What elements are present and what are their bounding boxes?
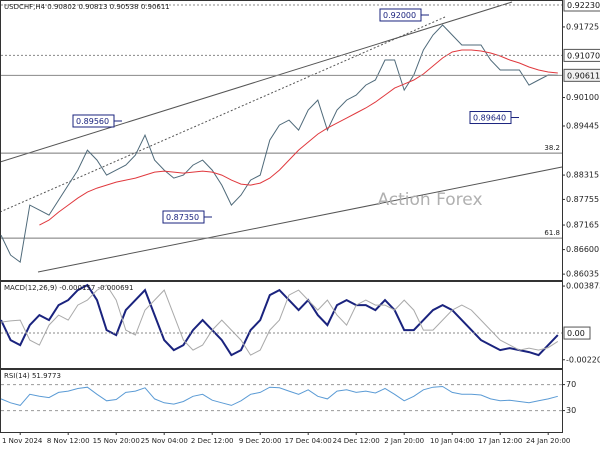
y-tick-label: 0.86035	[566, 270, 599, 279]
label-box	[563, 48, 600, 62]
series-line	[0, 283, 559, 357]
y-tick-label: 0.87165	[566, 221, 599, 230]
panel-title: USDCHF,H4 0.90802 0.90813 0.90538 0.9061…	[4, 3, 170, 11]
y-tick-label: 0.91725	[566, 22, 599, 31]
y-tick-label: 0.003873	[566, 282, 600, 291]
label-text: 0.92230	[567, 1, 600, 10]
y-tick-label: 0.90100	[566, 93, 599, 102]
fib-label: 38.2	[544, 144, 560, 152]
x-tick-label: 24 Dec 12:00	[333, 437, 380, 445]
panel-border	[0, 281, 563, 369]
panel-title: MACD(12,26,9) -0.000157 -0.000691	[4, 284, 133, 292]
y-tick-label: 0.86600	[566, 245, 599, 254]
x-tick-label: 15 Nov 20:00	[93, 437, 140, 445]
x-tick-label: 2 Jan 20:00	[384, 437, 424, 445]
lower-channel	[37, 166, 563, 273]
label-box	[379, 8, 422, 22]
label-box	[469, 111, 512, 125]
series-line	[39, 49, 558, 226]
y-tick-label: -0.002201	[566, 355, 600, 364]
label-text: 0.91070	[567, 51, 600, 60]
panel-border	[0, 369, 563, 433]
x-tick-label: 1 Nov 2024	[2, 437, 43, 445]
panel-border	[0, 0, 563, 281]
label-box	[563, 0, 600, 12]
fib-label: 61.8	[544, 229, 560, 237]
x-tick-label: 17 Jan 12:00	[478, 437, 522, 445]
label-box	[72, 114, 115, 128]
y-tick-label: 0.88315	[566, 171, 599, 180]
mid-channel	[0, 16, 446, 213]
y-tick-label: 70	[566, 380, 576, 389]
y-tick-label: 30	[566, 406, 576, 415]
panel-title: RSI(14) 51.9773	[4, 372, 61, 380]
x-tick-label: 10 Jan 04:00	[430, 437, 474, 445]
series-line	[0, 385, 558, 406]
y-tick-label: 0.89445	[566, 121, 599, 130]
x-tick-label: 24 Jan 20:00	[526, 437, 570, 445]
x-tick-label: 2 Dec 12:00	[191, 437, 234, 445]
label-box	[563, 68, 600, 82]
label-box	[162, 210, 205, 224]
y-tick-label: 0.87755	[566, 195, 599, 204]
upper-channel	[0, 1, 513, 163]
watermark: Action Forex	[377, 190, 482, 210]
label-text: 0.92000	[383, 11, 416, 20]
x-tick-label: 8 Nov 12:00	[47, 437, 90, 445]
label-box	[563, 326, 591, 340]
label-text: 0.90611	[567, 71, 600, 80]
label-text: 0.89560	[76, 117, 109, 126]
label-text: 0.89640	[473, 114, 506, 123]
channel-lines	[0, 1, 563, 273]
label-text: 0.87350	[166, 213, 199, 222]
series-line	[0, 24, 558, 263]
series-line	[0, 284, 559, 356]
x-tick-label: 9 Dec 20:00	[239, 437, 282, 445]
x-tick-label: 17 Dec 04:00	[285, 437, 332, 445]
x-tick-label: 25 Nov 04:00	[141, 437, 188, 445]
label-text: 0.00	[567, 329, 585, 338]
